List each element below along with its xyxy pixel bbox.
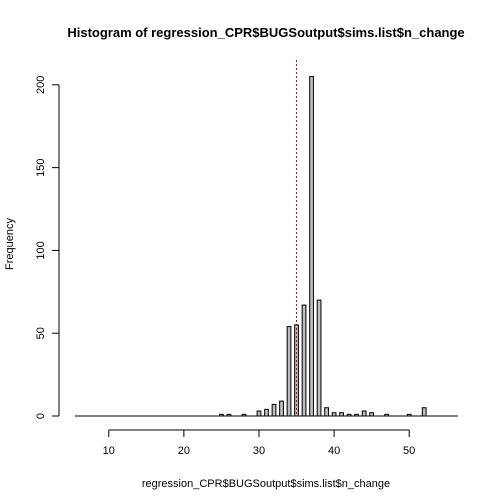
histogram-bar — [256, 410, 262, 417]
bars-group — [75, 76, 458, 417]
y-tick-label: 0 — [35, 413, 47, 419]
x-tick-label: 30 — [253, 445, 265, 457]
histogram-bar — [264, 408, 269, 417]
y-axis: 0 50 100 150 200 — [35, 76, 60, 419]
y-tick-label: 150 — [35, 158, 47, 176]
histogram-bar — [301, 304, 307, 417]
x-tick-label: 20 — [178, 445, 190, 457]
histogram-bar — [316, 299, 322, 417]
x-tick-label: 40 — [328, 445, 340, 457]
y-tick-label: 100 — [35, 241, 47, 259]
histogram-bar — [294, 324, 299, 417]
x-tick-label: 50 — [403, 445, 415, 457]
histogram-bar — [271, 403, 277, 417]
histogram-bar — [324, 407, 329, 417]
histogram-bar — [309, 76, 314, 417]
chart-title: Histogram of regression_CPR$BUGSoutput$s… — [67, 25, 464, 40]
x-axis: 10 20 30 40 50 — [103, 429, 415, 457]
histogram-bar — [421, 407, 427, 417]
histogram-bar — [279, 400, 284, 417]
x-tick-label: 10 — [103, 445, 115, 457]
histogram-bar — [286, 326, 292, 417]
x-axis-label: regression_CPR$BUGSoutput$sims.list$n_ch… — [142, 478, 390, 490]
y-tick-label: 200 — [35, 76, 47, 94]
y-tick-label: 50 — [35, 327, 47, 339]
y-axis-label: Frequency — [4, 218, 16, 270]
histogram-bar — [361, 410, 367, 417]
